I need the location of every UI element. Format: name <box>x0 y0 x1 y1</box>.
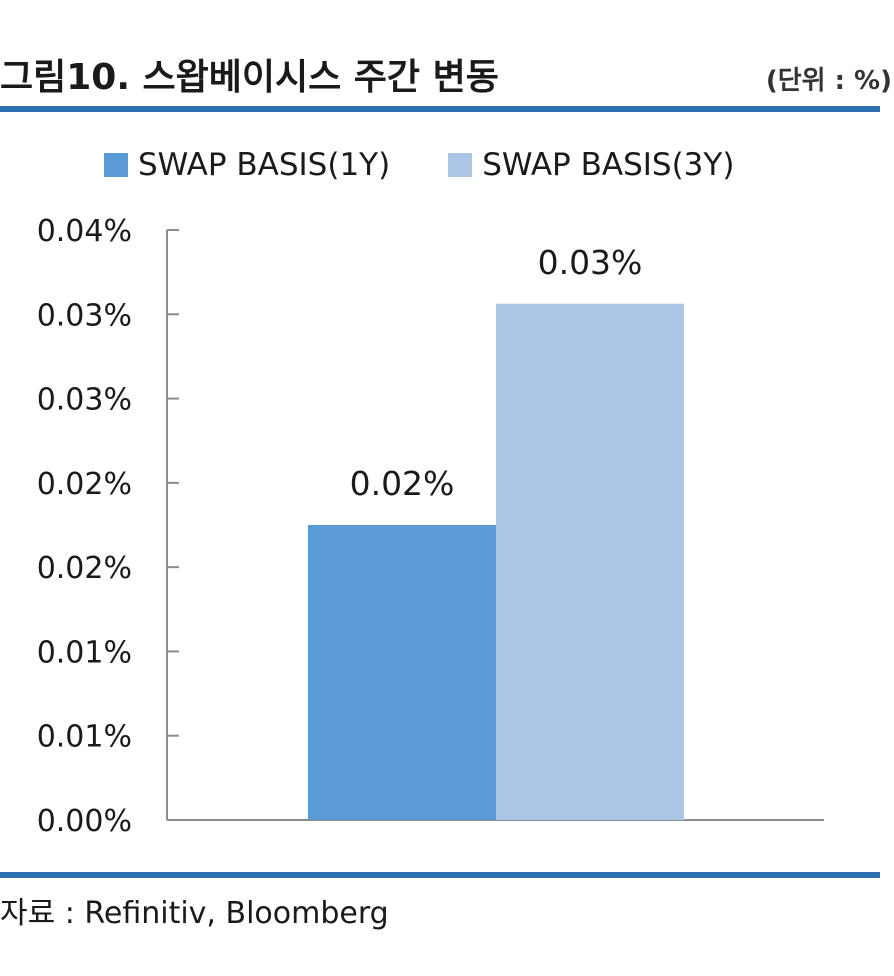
y-tick-label: 0.01% <box>37 720 132 755</box>
y-tick-label: 0.02% <box>37 467 132 502</box>
bar-1y <box>308 525 496 820</box>
legend-label-3y: SWAP BASIS(3Y) <box>482 147 735 183</box>
y-tick-label: 0.00% <box>37 804 132 839</box>
bar-3y <box>496 303 684 820</box>
chart-legend: SWAP BASIS(1Y) SWAP BASIS(3Y) <box>104 145 792 185</box>
figure-title: 그림10. 스왑베이시스 주간 변동 <box>0 57 499 98</box>
top-rule <box>0 106 880 112</box>
legend-swatch-1y <box>104 153 128 177</box>
unit-label: (단위 : %) <box>765 66 892 96</box>
data-label-3y: 0.03% <box>538 243 643 282</box>
data-label-1y: 0.02% <box>350 464 455 503</box>
y-tick-label: 0.02% <box>37 551 132 586</box>
bar-chart: 0.04% 0.03% 0.03% 0.02% 0.02% 0.01% 0.01% 0.00%… <box>37 214 824 839</box>
source-note: 자료 : Refinitiv, Bloomberg <box>0 896 389 931</box>
bottom-rule <box>0 872 880 878</box>
y-tick-label: 0.04% <box>37 214 132 249</box>
legend-item-3y: SWAP BASIS(3Y) <box>448 147 734 183</box>
figure-header: 그림10. 스왑베이시스 주간 변동 (단위 : %) <box>0 48 894 98</box>
y-tick-label: 0.03% <box>37 298 132 333</box>
y-tick-label: 0.01% <box>37 635 132 670</box>
legend-swatch-3y <box>448 153 473 177</box>
y-tick-label: 0.03% <box>37 383 132 418</box>
legend-label-1y: SWAP BASIS(1Y) <box>138 147 391 183</box>
legend-item-1y: SWAP BASIS(1Y) <box>104 147 390 183</box>
